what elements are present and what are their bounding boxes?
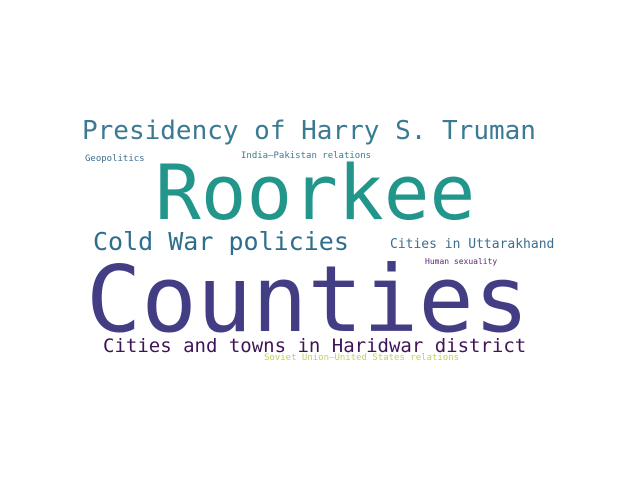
word-geopolitics: Geopolitics: [85, 154, 145, 164]
word-counties: Counties: [86, 246, 530, 353]
word-soviet-union-united-states-relations: Soviet Union–United States relations: [264, 353, 460, 363]
word-human-sexuality: Human sexuality: [425, 257, 498, 266]
word-cold-war-policies: Cold War policies: [93, 227, 349, 256]
word-presidency-of-harry-s-truman: Presidency of Harry S. Truman: [82, 116, 536, 146]
word-cities-and-towns-in-haridwar-district: Cities and towns in Haridwar district: [103, 335, 527, 357]
word-cities-in-uttarakhand: Cities in Uttarakhand: [390, 237, 555, 252]
word-india-pakistan-relations: India–Pakistan relations: [241, 151, 372, 161]
word-roorkee: Roorkee: [155, 148, 476, 237]
